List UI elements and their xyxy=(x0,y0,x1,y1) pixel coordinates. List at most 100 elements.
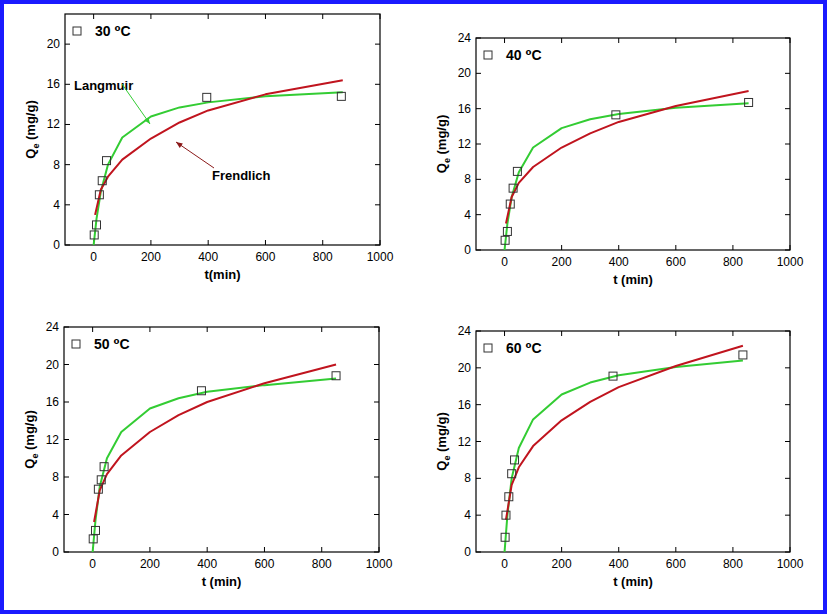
y-tick xyxy=(785,515,790,516)
x-tick-label: 0 xyxy=(89,557,96,571)
data-point xyxy=(501,236,509,244)
x-axis-label: t (min) xyxy=(613,574,653,589)
x-axis-label: t (min) xyxy=(202,574,242,589)
y-tick-label: 12 xyxy=(46,433,60,447)
y-axis-label: Qe (mg/g) xyxy=(23,100,41,158)
y-tick-label: 8 xyxy=(53,158,60,172)
y-tick xyxy=(785,73,790,74)
x-tick xyxy=(504,38,505,43)
y-tick-label: 16 xyxy=(46,395,60,409)
x-tick xyxy=(207,327,208,332)
fit-line xyxy=(93,379,336,552)
data-point xyxy=(93,221,101,229)
title-marker xyxy=(484,51,492,59)
y-tick xyxy=(476,478,481,479)
data-point xyxy=(745,98,753,106)
data-point xyxy=(95,191,103,199)
x-tick xyxy=(265,14,266,19)
data-point xyxy=(502,511,510,519)
x-tick xyxy=(732,245,733,250)
data-point xyxy=(511,456,519,464)
y-tick xyxy=(476,214,481,215)
x-tick xyxy=(618,38,619,43)
panel-title: 30 ⁰C xyxy=(95,23,131,39)
annotation-arrow xyxy=(176,142,214,168)
y-label-part: Q xyxy=(434,163,449,173)
y-tick xyxy=(476,179,481,180)
panel: 02004006008001000048121620t(min)Qe (mg/g… xyxy=(23,14,394,282)
x-tick xyxy=(321,327,322,332)
y-tick xyxy=(374,364,379,365)
y-tick xyxy=(64,477,69,478)
title-marker xyxy=(72,340,80,348)
data-point xyxy=(94,485,102,493)
x-tick xyxy=(208,14,209,19)
annotation-arrow xyxy=(122,84,150,124)
y-tick xyxy=(785,179,790,180)
x-tick xyxy=(322,14,323,19)
x-tick-label: 1000 xyxy=(366,557,393,571)
x-axis-label: t (min) xyxy=(613,272,653,287)
x-tick-label: 0 xyxy=(501,255,508,269)
x-tick xyxy=(618,547,619,552)
plot-frame xyxy=(64,327,379,552)
x-tick-label: 400 xyxy=(197,557,217,571)
y-tick xyxy=(64,439,69,440)
x-tick-label: 600 xyxy=(666,255,686,269)
data-point xyxy=(503,227,511,235)
plot-frame xyxy=(476,38,790,250)
y-tick-label: 12 xyxy=(47,117,61,131)
y-tick-label: 24 xyxy=(46,320,60,334)
border xyxy=(2,2,825,612)
x-tick-label: 600 xyxy=(254,557,274,571)
x-tick xyxy=(207,547,208,552)
x-tick-label: 0 xyxy=(90,250,97,264)
y-tick-label: 24 xyxy=(458,324,472,338)
plot-area xyxy=(89,365,340,553)
y-tick xyxy=(65,84,70,85)
y-tick xyxy=(374,514,379,515)
data-point xyxy=(103,157,111,165)
y-label-part: (mg/g) xyxy=(434,115,449,158)
x-tick-label: 1000 xyxy=(777,255,804,269)
fit-line xyxy=(505,360,743,552)
x-tick xyxy=(264,547,265,552)
y-tick xyxy=(476,144,481,145)
y-tick-label: 0 xyxy=(53,238,60,252)
y-tick-label: 4 xyxy=(464,208,471,222)
figure: 02004006008001000048121620t(min)Qe (mg/g… xyxy=(0,0,827,614)
x-tick xyxy=(675,38,676,43)
y-tick-label: 12 xyxy=(458,435,472,449)
data-point xyxy=(501,533,509,541)
y-axis-label: Qe (mg/g) xyxy=(434,412,452,470)
data-point xyxy=(337,92,345,100)
y-tick xyxy=(375,204,380,205)
x-tick xyxy=(561,547,562,552)
plot-frame xyxy=(476,331,790,552)
panel-title: 50 ⁰C xyxy=(94,336,130,352)
fit-line xyxy=(95,80,343,215)
y-tick-label: 20 xyxy=(47,37,61,51)
y-tick-label: 0 xyxy=(464,243,471,257)
x-tick-label: 600 xyxy=(255,250,275,264)
y-tick xyxy=(374,439,379,440)
fit-line xyxy=(94,92,343,245)
data-point xyxy=(509,184,517,192)
x-tick-label: 800 xyxy=(723,255,743,269)
data-point xyxy=(90,231,98,239)
title-marker xyxy=(484,344,492,352)
data-point xyxy=(609,372,617,380)
x-tick-label: 400 xyxy=(609,255,629,269)
fit-line xyxy=(506,346,743,520)
y-tick xyxy=(375,44,380,45)
x-tick-label: 200 xyxy=(140,557,160,571)
y-tick xyxy=(476,367,481,368)
y-tick-label: 8 xyxy=(52,470,59,484)
panel-title: 60 ⁰C xyxy=(506,340,542,356)
y-tick xyxy=(65,164,70,165)
x-tick xyxy=(149,547,150,552)
plot-area xyxy=(501,91,752,250)
x-tick-label: 600 xyxy=(666,557,686,571)
y-tick xyxy=(64,364,69,365)
data-point xyxy=(506,200,514,208)
